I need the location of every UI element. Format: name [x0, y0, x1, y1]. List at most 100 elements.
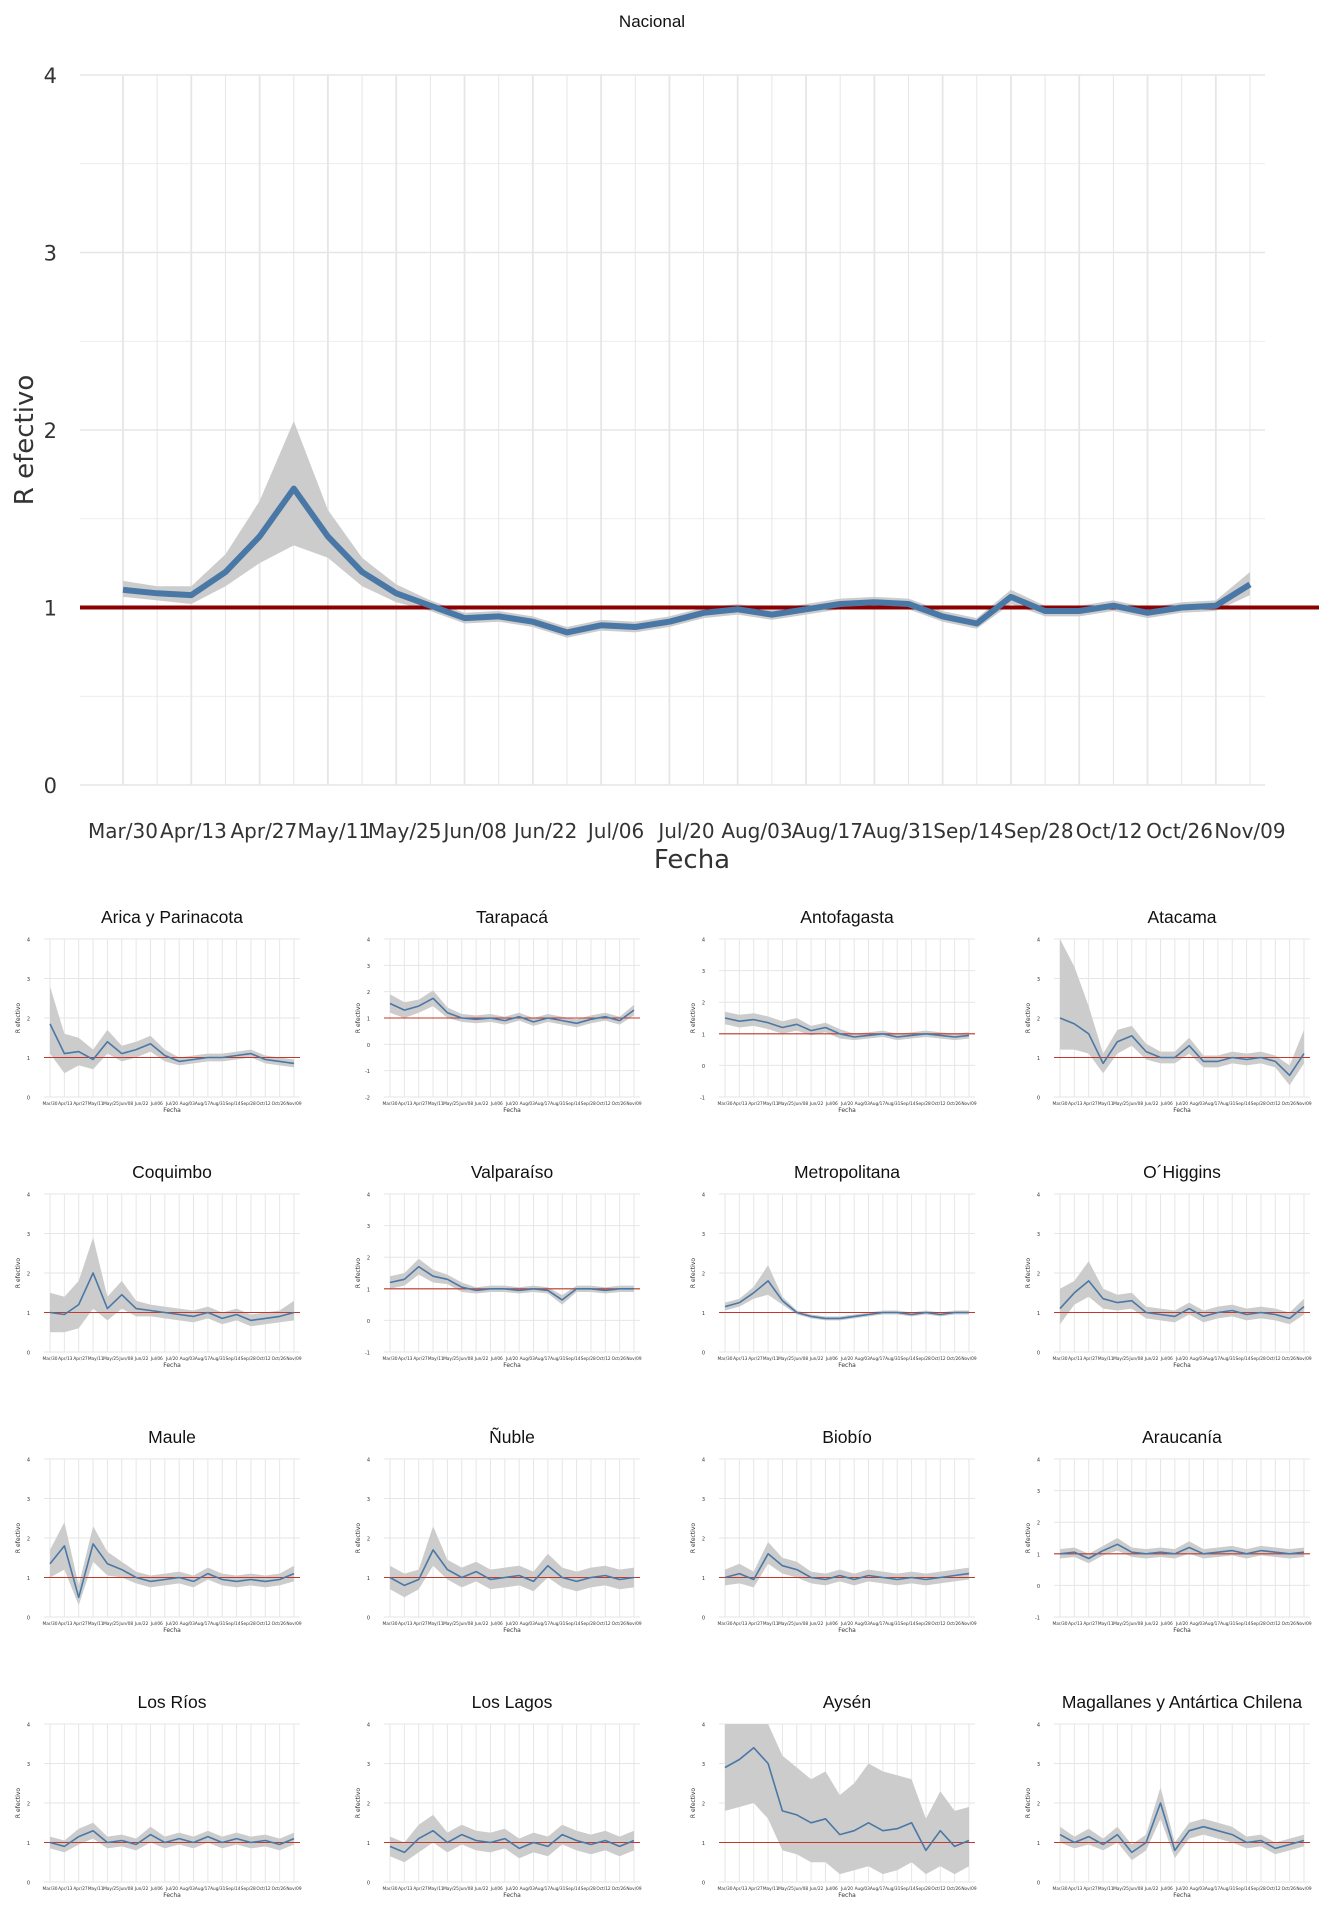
- y-tick-label: 4: [1037, 1193, 1040, 1199]
- y-axis-label: R efectivo: [15, 1523, 22, 1553]
- x-tick-label: Aug/03: [1190, 1356, 1206, 1362]
- y-axis-label: R efectivo: [1025, 1523, 1032, 1553]
- regional-chart: Maule 0 1 2 3 4 Mar/30 Apr/13 Apr/27 May/11 May/25…: [15, 1427, 302, 1634]
- x-tick-label: Aug/17: [535, 1356, 551, 1362]
- regional-title: Biobío: [822, 1427, 872, 1447]
- regional-title: Metropolitana: [794, 1162, 900, 1182]
- x-tick-label: Sep/28: [241, 1101, 256, 1107]
- x-tick-label: Apr/13: [58, 1886, 73, 1892]
- x-tick-label: May/11: [428, 1356, 444, 1362]
- x-tick-label: Jun/08: [1128, 1101, 1143, 1107]
- y-tick-label: 1: [27, 1311, 30, 1317]
- y-tick-label: 2: [27, 1802, 30, 1808]
- x-tick-label: Aug/03: [180, 1886, 196, 1892]
- y-tick-label: 3: [1037, 977, 1040, 983]
- x-tick-label: Aug/31: [210, 1356, 226, 1362]
- x-tick-label: Jun/08: [793, 1356, 808, 1362]
- y-tick-label: 4: [702, 1193, 705, 1199]
- x-tick-label: Oct/12: [931, 1621, 946, 1627]
- x-tick-label: Nov/09: [961, 1621, 977, 1627]
- x-tick-label: Sep/14: [900, 1101, 915, 1107]
- confidence-ribbon: [50, 1822, 294, 1853]
- x-tick-label: Nov/09: [1214, 819, 1285, 843]
- x-tick-label: Nov/09: [961, 1886, 977, 1892]
- y-tick-label: 4: [367, 1723, 370, 1729]
- x-tick-label: Mar/30: [42, 1621, 57, 1627]
- y-tick-label: 1: [44, 597, 57, 621]
- x-tick-label: Apr/27: [1083, 1356, 1098, 1362]
- confidence-ribbon: [50, 1522, 294, 1606]
- x-tick-label: May/25: [443, 1886, 459, 1892]
- y-tick-label: 2: [1037, 1272, 1040, 1278]
- x-tick-label: Jul/06: [825, 1621, 838, 1627]
- y-tick-label: 3: [702, 1497, 705, 1503]
- x-tick-label: Jul/06: [490, 1886, 503, 1892]
- y-tick-label: 0: [702, 1351, 705, 1357]
- x-axis-label: Fecha: [654, 845, 730, 875]
- x-tick-label: Aug/17: [870, 1621, 886, 1627]
- y-tick-label: 0: [27, 1096, 30, 1102]
- x-axis-label: Fecha: [163, 1362, 181, 1369]
- x-tick-label: Apr/13: [58, 1621, 73, 1627]
- x-tick-label: Aug/17: [195, 1621, 211, 1627]
- y-axis-label: R efectivo: [1025, 1258, 1032, 1288]
- y-tick-label: -2: [365, 1096, 370, 1102]
- x-tick-label: Jul/06: [1160, 1356, 1173, 1362]
- x-tick-label: Oct/26: [612, 1356, 627, 1362]
- x-tick-label: Aug/31: [1220, 1621, 1236, 1627]
- x-axis-label: Fecha: [838, 1362, 856, 1369]
- r-effective-line: [1059, 1017, 1305, 1077]
- x-tick-label: Aug/17: [195, 1101, 211, 1107]
- x-tick-label: Nov/09: [1296, 1886, 1312, 1892]
- y-tick-label: 2: [27, 1272, 30, 1278]
- x-tick-label: Aug/03: [855, 1621, 871, 1627]
- x-tick-label: Jun/22: [474, 1621, 489, 1627]
- x-tick-label: Apr/13: [733, 1101, 748, 1107]
- y-tick-label: 2: [44, 419, 57, 443]
- x-tick-label: Jul/20: [505, 1356, 518, 1362]
- regional-chart: Araucanía -1 0 1 2 3 4 Mar/30 Apr/13 Apr/27 May/11…: [1025, 1427, 1312, 1634]
- x-tick-label: Mar/30: [1052, 1886, 1067, 1892]
- y-tick-label: 1: [1037, 1311, 1040, 1317]
- x-tick-label: Mar/30: [1052, 1621, 1067, 1627]
- y-tick-label: -1: [365, 1069, 370, 1075]
- regional-title: Aysén: [823, 1692, 871, 1712]
- x-tick-label: Aug/31: [1220, 1356, 1236, 1362]
- x-tick-label: Nov/09: [626, 1356, 642, 1362]
- y-tick-label: 1: [1037, 1552, 1040, 1558]
- x-tick-label: Oct/26: [1282, 1356, 1297, 1362]
- regional-chart: O´Higgins 0 1 2 3 4 Mar/30 Apr/13 Apr/27 May/11 Ma…: [1025, 1162, 1312, 1369]
- x-tick-label: Apr/13: [1068, 1101, 1083, 1107]
- y-tick-label: 1: [702, 1576, 705, 1582]
- y-tick-label: 3: [27, 1232, 30, 1238]
- x-tick-label: Sep/28: [1004, 819, 1074, 843]
- x-tick-label: Oct/12: [931, 1886, 946, 1892]
- x-tick-label: Apr/27: [73, 1356, 88, 1362]
- y-tick-label: 2: [1037, 1017, 1040, 1023]
- x-tick-label: Oct/12: [1266, 1621, 1281, 1627]
- x-tick-label: Mar/30: [42, 1356, 57, 1362]
- x-tick-label: Aug/03: [180, 1621, 196, 1627]
- x-tick-label: May/11: [428, 1101, 444, 1107]
- x-tick-label: Apr/27: [73, 1621, 88, 1627]
- x-axis-label: Fecha: [503, 1892, 521, 1899]
- x-tick-label: Sep/28: [241, 1621, 256, 1627]
- x-tick-label: Nov/09: [286, 1886, 302, 1892]
- x-tick-label: Apr/27: [748, 1886, 763, 1892]
- x-tick-label: Aug/17: [1205, 1886, 1221, 1892]
- x-tick-label: Sep/28: [1251, 1621, 1266, 1627]
- confidence-ribbon: [725, 1265, 969, 1321]
- x-tick-label: Sep/28: [581, 1356, 596, 1362]
- y-tick-label: 0: [1037, 1584, 1040, 1590]
- x-tick-label: Nov/09: [961, 1356, 977, 1362]
- x-tick-label: Oct/26: [1282, 1886, 1297, 1892]
- confidence-ribbon: [390, 1814, 634, 1863]
- x-tick-label: Jul/20: [1175, 1101, 1188, 1107]
- confidence-ribbon: [725, 1542, 969, 1588]
- y-axis-label: R efectivo: [355, 1258, 362, 1288]
- x-tick-label: Sep/28: [241, 1886, 256, 1892]
- x-tick-label: Apr/13: [1068, 1356, 1083, 1362]
- y-tick-label: 0: [1037, 1881, 1040, 1887]
- x-tick-label: Jul/20: [840, 1101, 853, 1107]
